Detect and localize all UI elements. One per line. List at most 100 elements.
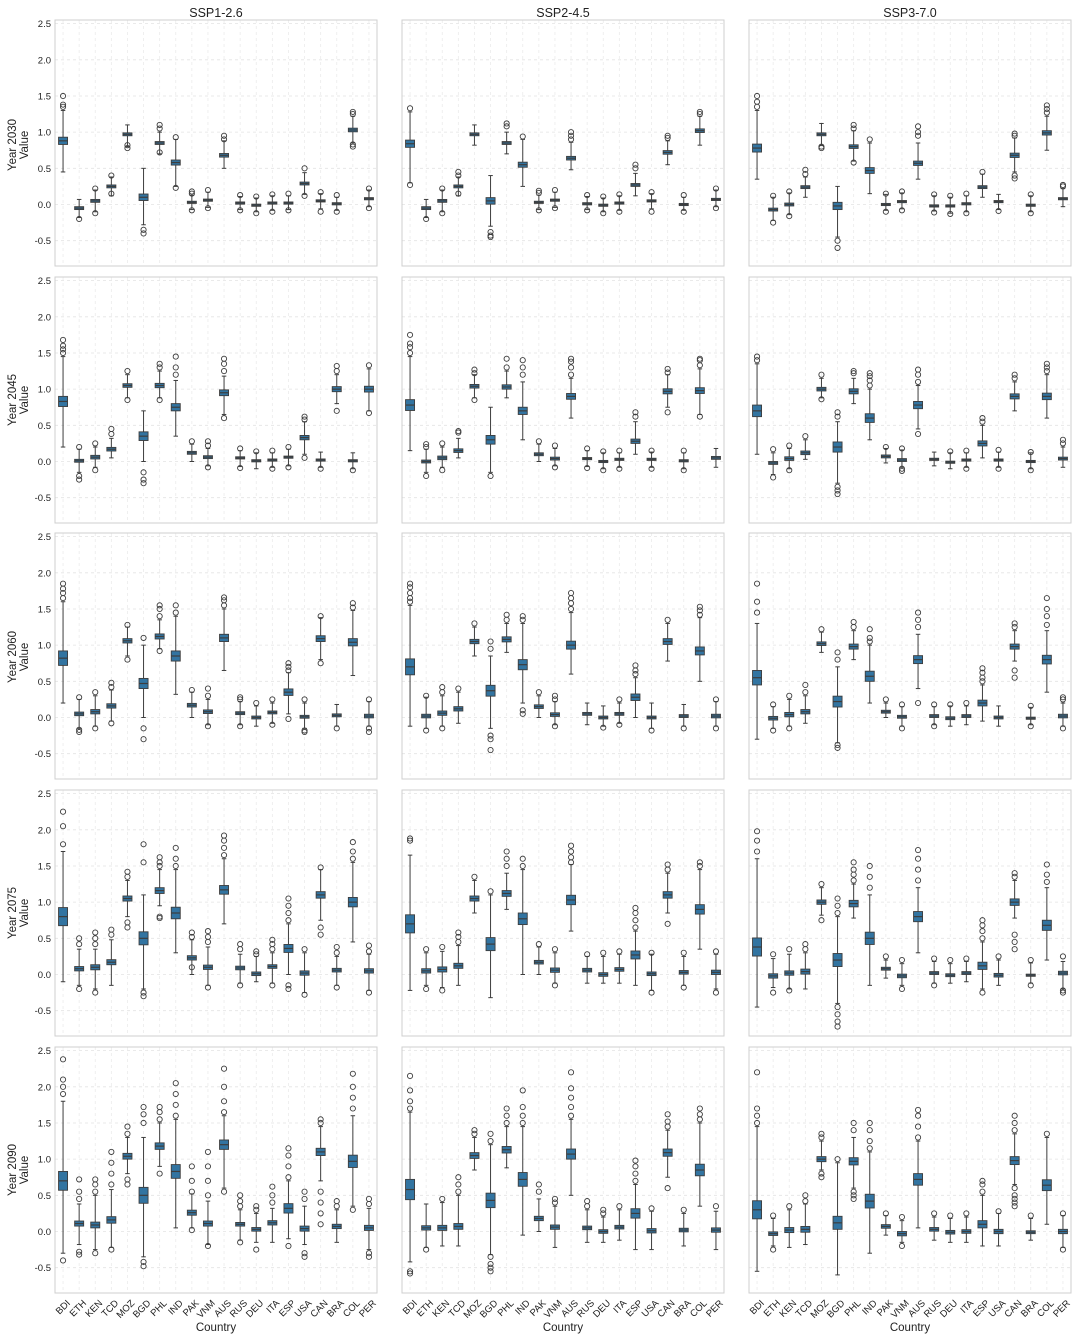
box-BRA [331,362,342,414]
box-DEU [251,193,262,217]
box-USA [993,193,1004,215]
outlier-point [220,368,228,375]
outlier-point [712,989,720,996]
y-tick-label: 1.5 [38,91,51,102]
x-tick-label: PER [357,1298,379,1320]
box-DEU [598,705,609,731]
outlier-point [1011,674,1018,681]
box-COL [347,108,358,150]
outlier-point [285,715,292,722]
outlier-point [60,1056,67,1063]
box-ITA [267,447,278,472]
box-PHL [154,121,165,156]
outlier-point [140,859,147,866]
box-MOZ [122,868,133,931]
outlier-point [220,852,228,859]
outlier-point [237,941,244,948]
outlier-point [632,161,639,168]
box-PER [1057,694,1068,732]
outlier-point [156,125,163,132]
box-ITA [961,1210,972,1243]
box-DEU [598,1206,609,1243]
outlier-point [406,580,414,587]
outlier-point [834,409,841,416]
outlier-point [285,917,292,924]
outlier-point [632,904,639,911]
outlier-point [92,689,99,696]
box-BRA [678,447,689,474]
outlier-point [535,689,542,696]
box-ESP [283,660,294,722]
outlier-point [406,349,414,357]
outlier-point [237,1239,244,1246]
outlier-point [60,92,67,100]
outlier-point [1059,989,1066,996]
outlier-point [664,1185,671,1192]
box-BGD [485,175,496,241]
outlier-point [1011,931,1018,938]
panel-frame [401,1046,725,1294]
y-tick-label: 1.0 [38,385,51,396]
outlier-point [915,855,922,862]
box-MOZ [469,1127,480,1171]
box-PHL [501,355,512,399]
outlier-point [76,1251,83,1258]
outlier-point [285,982,292,989]
panel-frame [54,789,378,1037]
outlier-point [124,396,131,404]
box-USA [993,446,1004,472]
box-DEU [945,1212,956,1243]
outlier-point [140,226,147,233]
outlier-point [600,1206,607,1213]
outlier-point [979,1188,986,1195]
box-KEN [90,185,101,217]
outlier-point [519,613,526,620]
outlier-point [915,1112,922,1119]
box-BDI [405,331,416,452]
outlier-point [568,1094,575,1101]
box-TCD [453,685,464,724]
outlier-point [680,192,687,199]
box-USA [646,949,657,996]
outlier-point [551,186,559,194]
outlier-point [979,917,986,924]
box-TCD [800,941,811,990]
box-ESP [283,1145,294,1250]
box-COL [1041,1130,1052,1225]
box-CAN [662,132,673,166]
box-TCD [106,926,117,986]
box-CAN [1009,130,1020,182]
outlier-point [584,951,591,958]
box-PER [363,942,374,996]
outlier-point [349,141,356,148]
outlier-point [519,710,526,717]
outlier-point [882,208,889,215]
box-KEN [784,442,795,474]
x-axis-label-2: Country [543,1322,584,1334]
outlier-point [947,956,954,964]
box-KEN [784,188,795,220]
outlier-point [866,1138,873,1145]
outlier-point [648,727,655,734]
outlier-point [503,1112,510,1119]
outlier-point [365,989,373,996]
outlier-point [60,101,67,108]
outlier-point [1011,1192,1018,1199]
outlier-point [866,638,873,645]
outlier-point [866,626,873,633]
outlier-point [333,362,340,370]
outlier-point [92,185,99,192]
outlier-point [850,866,857,873]
outlier-point [253,1203,260,1210]
outlier-point [754,848,761,855]
box-IND [517,357,528,441]
outlier-point [60,590,67,597]
outlier-point [455,172,462,179]
outlier-point [406,340,414,347]
outlier-point [172,862,179,870]
outlier-point [680,949,687,956]
outlier-point [156,121,163,128]
outlier-point [156,854,163,861]
box-MOZ [816,1130,827,1181]
box-ITA [267,191,278,215]
